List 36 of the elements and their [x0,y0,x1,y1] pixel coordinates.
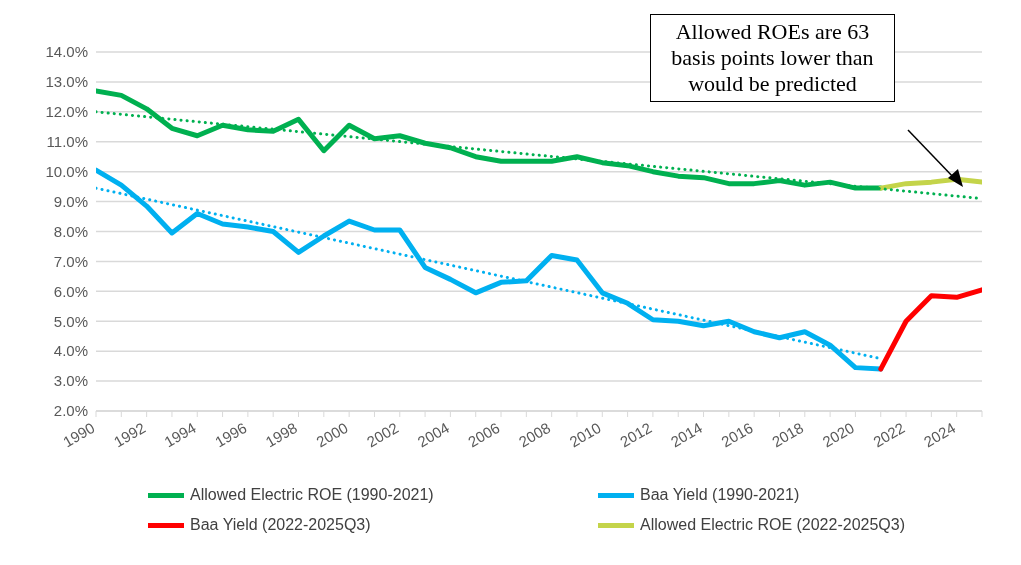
x-tick-label: 2004 [414,418,452,451]
y-tick-label: 10.0% [45,162,88,180]
y-tick-label: 12.0% [45,103,88,121]
legend-label: Allowed Electric ROE (1990-2021) [190,486,434,504]
x-tick-label: 2012 [617,418,655,451]
x-tick-label: 1994 [161,418,199,451]
x-tick-label: 1990 [60,418,98,451]
legend-label: Baa Yield (1990-2021) [640,486,800,504]
x-tick-label: 2000 [313,418,351,451]
x-tick-label: 2002 [363,418,402,451]
y-tick-label: 8.0% [53,222,88,240]
y-tick-label: 4.0% [53,342,88,360]
x-tick-label: 2016 [718,418,756,451]
x-tick-label: 1996 [211,418,250,451]
y-tick-label: 6.0% [53,282,88,300]
x-tick-label: 1998 [262,418,301,451]
x-tick-label: 2008 [515,418,554,451]
legend-label: Allowed Electric ROE (2022-2025Q3) [640,516,906,534]
x-tick-label: 2022 [870,418,908,451]
x-tick-label: 2018 [768,418,807,451]
y-tick-label: 7.0% [53,252,88,270]
annotation: Allowed ROEs are 63 basis points lower than would be predicted [650,14,895,102]
x-tick-label: 2020 [819,418,857,451]
x-tick-label: 2024 [920,418,959,451]
x-tick-label: 2014 [667,418,706,451]
y-tick-label: 9.0% [53,192,88,210]
y-tick-label: 2.0% [53,402,88,420]
y-tick-label: 3.0% [53,372,88,390]
y-tick-label: 5.0% [53,312,88,330]
y-tick-label: 13.0% [45,73,88,91]
x-tick-label: 2006 [465,418,503,451]
y-tick-label: 11.0% [46,133,88,151]
y-tick-label: 14.0% [45,43,88,61]
x-tick-label: 2010 [566,418,604,451]
x-tick-label: 1992 [110,418,149,451]
legend-label: Baa Yield (2022-2025Q3) [190,516,371,534]
